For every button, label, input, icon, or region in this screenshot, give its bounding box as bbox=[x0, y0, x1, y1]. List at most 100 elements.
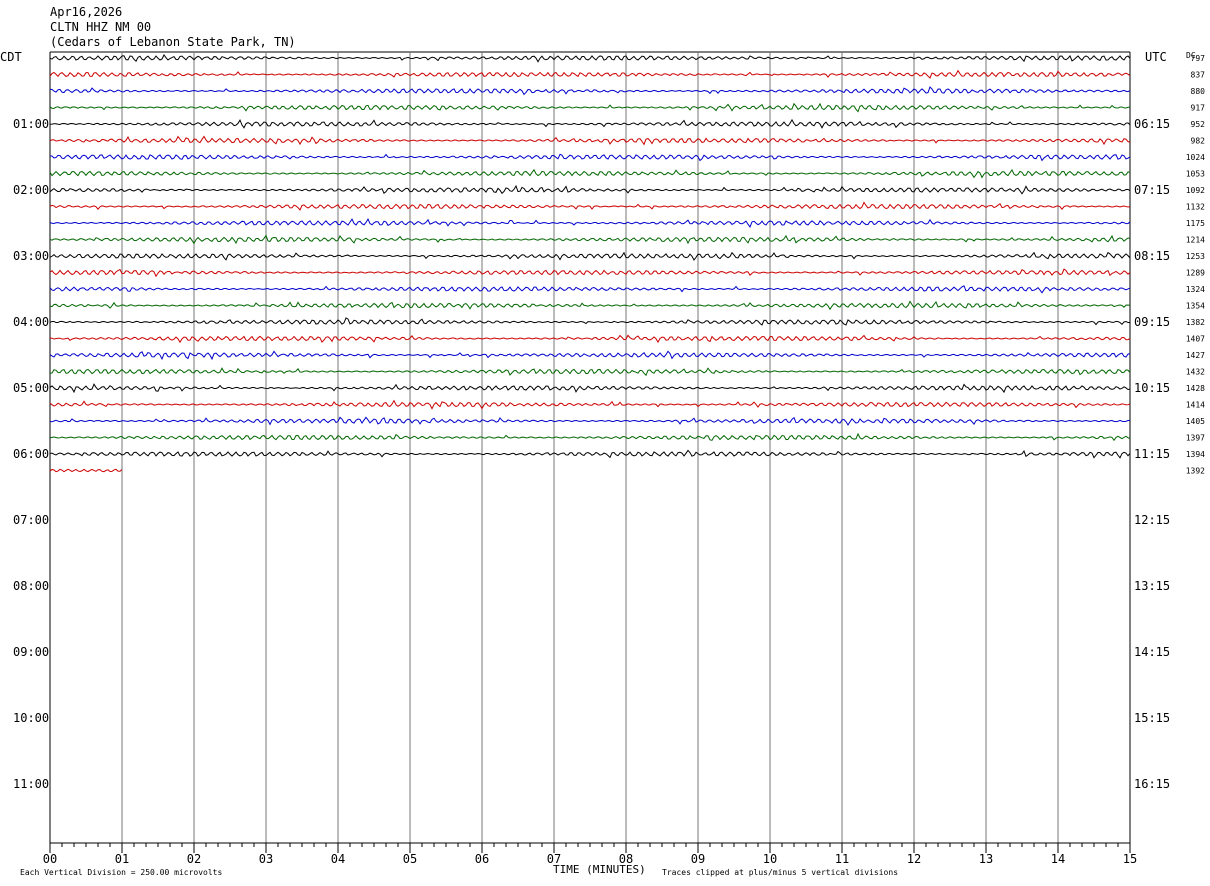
utc-hour-label: 07:15 bbox=[1134, 183, 1170, 197]
utc-hour-label: 11:15 bbox=[1134, 447, 1170, 461]
trace-row bbox=[49, 449, 1131, 459]
trace-row bbox=[49, 285, 1131, 294]
trace-row bbox=[49, 86, 1131, 96]
trace-row bbox=[49, 54, 1131, 63]
x-tick-label: 01 bbox=[115, 852, 129, 866]
trace-row bbox=[49, 217, 1131, 228]
trace-row bbox=[49, 69, 1131, 79]
utc-axis-label: UTC bbox=[1145, 50, 1167, 64]
cdt-hour-label: 08:00 bbox=[13, 579, 49, 593]
dc-offset-label: 880 bbox=[1191, 87, 1206, 96]
utc-hour-label: 10:15 bbox=[1134, 381, 1170, 395]
trace-row bbox=[49, 383, 1131, 394]
x-tick-label: 13 bbox=[979, 852, 993, 866]
dc-offset-labels: 797 837 880 917 952 982 1024 1053 1092 1132 1175 12… bbox=[1186, 54, 1205, 476]
trace-row bbox=[49, 416, 1131, 426]
utc-hour-label: 14:15 bbox=[1134, 645, 1170, 659]
dc-offset-label: 982 bbox=[1191, 137, 1206, 146]
date-label: Apr16,2026 bbox=[50, 5, 122, 19]
cdt-hour-label: 05:00 bbox=[13, 381, 49, 395]
dc-offset-label: 1289 bbox=[1186, 269, 1205, 278]
x-tick-label: 03 bbox=[259, 852, 273, 866]
x-tick-label: 10 bbox=[763, 852, 777, 866]
dc-offset-label: 1253 bbox=[1186, 252, 1205, 261]
cdt-hour-label: 09:00 bbox=[13, 645, 49, 659]
utc-hour-labels: 06:15 07:15 08:15 09:15 10:15 11:15 12:15 13:15… bbox=[1134, 117, 1170, 791]
trace-row bbox=[49, 399, 1131, 410]
x-tick-label: 05 bbox=[403, 852, 417, 866]
dc-offset-label: 1392 bbox=[1186, 467, 1205, 476]
trace-row bbox=[49, 153, 1131, 162]
dc-offset-label: 1428 bbox=[1186, 384, 1205, 393]
cdt-hour-label: 03:00 bbox=[13, 249, 49, 263]
dc-offset-label: 797 bbox=[1191, 54, 1206, 63]
dc-offset-label: 917 bbox=[1191, 104, 1206, 113]
trace-row bbox=[49, 102, 1131, 113]
trace-row bbox=[49, 118, 1131, 129]
cdt-hour-label: 04:00 bbox=[13, 315, 49, 329]
dc-offset-label: 1382 bbox=[1186, 318, 1205, 327]
dc-offset-label: 1407 bbox=[1186, 335, 1205, 344]
x-tick-label: 14 bbox=[1051, 852, 1065, 866]
cdt-hour-labels: 01:00 02:00 03:00 04:00 05:00 06:00 07:00 08:00… bbox=[13, 117, 49, 791]
x-tick-label: 08 bbox=[619, 852, 633, 866]
dc-offset-label: 1394 bbox=[1186, 450, 1205, 459]
trace-row bbox=[49, 432, 1131, 442]
trace-row bbox=[49, 184, 1131, 195]
utc-hour-label: 06:15 bbox=[1134, 117, 1170, 131]
dc-label: DC bbox=[1186, 51, 1196, 60]
dc-offset-label: 1132 bbox=[1186, 203, 1205, 212]
dc-offset-label: 1024 bbox=[1186, 153, 1205, 162]
trace-row bbox=[49, 350, 1131, 361]
x-tick-label: 07 bbox=[547, 852, 561, 866]
utc-hour-label: 15:15 bbox=[1134, 711, 1170, 725]
x-tick-label: 00 bbox=[43, 852, 57, 866]
cdt-hour-label: 10:00 bbox=[13, 711, 49, 725]
dc-offset-label: 1324 bbox=[1186, 285, 1205, 294]
seismic-traces bbox=[49, 54, 1131, 473]
trace-row bbox=[49, 300, 1131, 311]
cdt-axis-label: CDT bbox=[0, 50, 22, 64]
dc-offset-label: 1414 bbox=[1186, 401, 1205, 410]
utc-hour-label: 13:15 bbox=[1134, 579, 1170, 593]
x-tick-label: 12 bbox=[907, 852, 921, 866]
dc-offset-label: 1432 bbox=[1186, 368, 1205, 377]
cdt-hour-label: 06:00 bbox=[13, 447, 49, 461]
cdt-hour-label: 07:00 bbox=[13, 513, 49, 527]
utc-hour-label: 16:15 bbox=[1134, 777, 1170, 791]
trace-row-partial bbox=[49, 468, 123, 473]
dc-offset-label: 1405 bbox=[1186, 417, 1205, 426]
x-tick-label: 04 bbox=[331, 852, 345, 866]
dc-offset-label: 837 bbox=[1191, 71, 1206, 80]
trace-row bbox=[49, 367, 1131, 377]
utc-hour-label: 09:15 bbox=[1134, 315, 1170, 329]
trace-row bbox=[49, 268, 1131, 278]
dc-offset-label: 1053 bbox=[1186, 170, 1205, 179]
minute-gridlines bbox=[49, 51, 1131, 843]
dc-offset-label: 1175 bbox=[1186, 219, 1205, 228]
station-label: CLTN HHZ NM 00 bbox=[50, 20, 151, 34]
clip-note: Traces clipped at plus/minus 5 vertical … bbox=[662, 868, 898, 877]
cdt-hour-label: 02:00 bbox=[13, 183, 49, 197]
dc-offset-label: 952 bbox=[1191, 120, 1206, 129]
x-tick-label: 06 bbox=[475, 852, 489, 866]
cdt-hour-label: 01:00 bbox=[13, 117, 49, 131]
x-axis: 00 01 02 03 04 05 06 07 08 09 10 11 12 13 14 15 bbox=[43, 842, 1137, 866]
trace-row bbox=[49, 334, 1131, 344]
cdt-hour-label: 11:00 bbox=[13, 777, 49, 791]
location-label: (Cedars of Lebanon State Park, TN) bbox=[50, 35, 296, 49]
trace-row bbox=[49, 135, 1131, 146]
trace-row bbox=[49, 251, 1131, 261]
scale-note: Each Vertical Division = 250.00 microvol… bbox=[20, 868, 222, 877]
dc-offset-label: 1397 bbox=[1186, 434, 1205, 443]
x-tick-label: 09 bbox=[691, 852, 705, 866]
dc-offset-label: 1427 bbox=[1186, 351, 1205, 360]
utc-hour-label: 12:15 bbox=[1134, 513, 1170, 527]
utc-hour-label: 08:15 bbox=[1134, 249, 1170, 263]
x-axis-title: TIME (MINUTES) bbox=[553, 863, 646, 876]
dc-offset-label: 1214 bbox=[1186, 236, 1205, 245]
trace-row bbox=[49, 201, 1131, 211]
trace-row bbox=[49, 168, 1131, 179]
trace-row bbox=[49, 317, 1131, 326]
